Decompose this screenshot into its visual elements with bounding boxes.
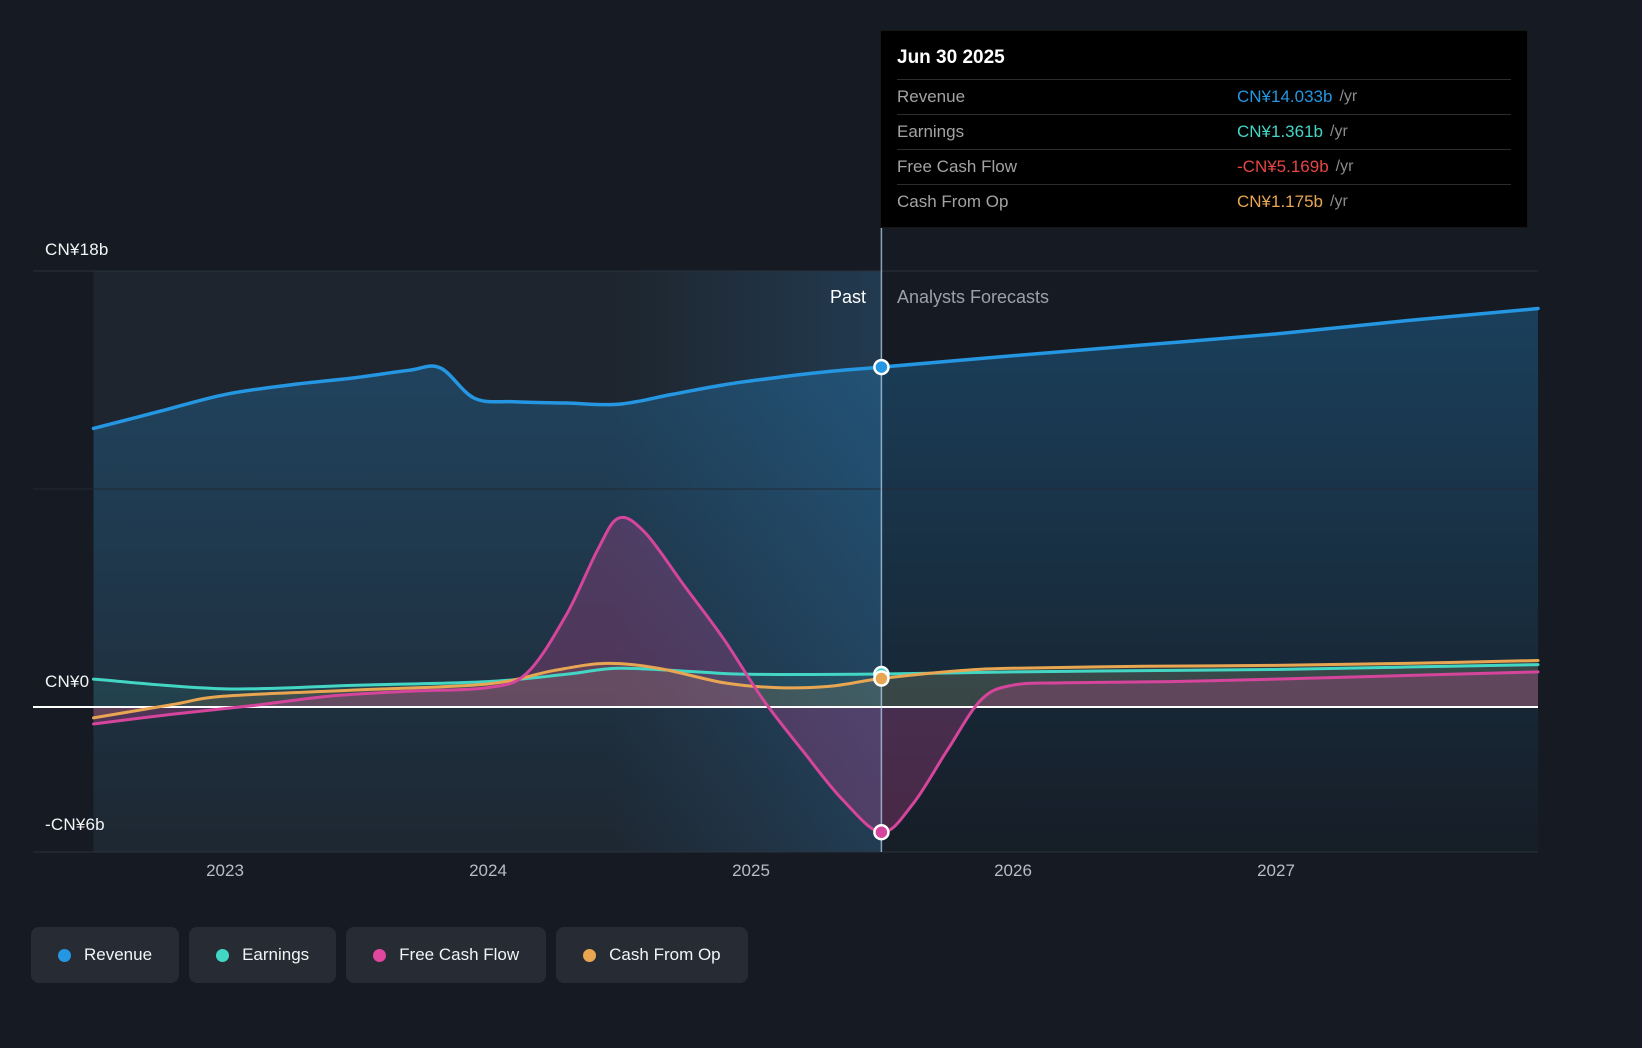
earnings-dot-icon [216,948,230,962]
revenue-dot-icon [58,948,71,962]
legend-item-earnings[interactable]: Earnings [189,927,337,983]
x-axis-label-2024: 2024 [469,861,507,880]
free-cash-flow-dot-icon [373,948,387,962]
legend-label: Cash From Op [609,945,721,964]
tooltip-value: CN¥14.033b [1237,87,1333,106]
chart-legend: Revenue Earnings Free Cash Flow Cash Fro… [31,927,748,983]
tooltip-label: Free Cash Flow [897,157,1017,176]
tooltip-row-revenue: Revenue CN¥14.033b /yr [897,79,1511,114]
legend-label: Free Cash Flow [399,945,520,964]
past-region-label: Past [829,287,866,307]
x-axis-label-2025: 2025 [732,861,770,880]
legend-label: Revenue [84,945,153,964]
legend-item-cash-from-op[interactable]: Cash From Op [556,927,748,983]
y-axis-label-top: CN¥18b [45,240,109,259]
tooltip-suffix: /yr [1335,158,1354,175]
legend-label: Earnings [242,945,310,964]
x-axis-label-2026: 2026 [994,861,1032,880]
y-axis-label-bottom: -CN¥6b [45,815,105,834]
tooltip-value: CN¥1.175b [1237,192,1324,211]
legend-item-free-cash-flow[interactable]: Free Cash Flow [346,927,547,983]
tooltip-label: Cash From Op [897,192,1009,211]
tooltip-label: Revenue [897,87,966,106]
tooltip-row-cash-from-op: Cash From Op CN¥1.175b /yr [897,184,1511,219]
tooltip-suffix: /yr [1330,193,1348,210]
chart-tooltip: Jun 30 2025 Revenue CN¥14.033b /yr Earni… [880,30,1528,228]
forecast-region-label: Analysts Forecasts [897,287,1050,307]
tooltip-value: CN¥1.361b [1237,122,1324,141]
tooltip-value: -CN¥5.169b [1237,157,1329,176]
cash-from-op-dot-icon [583,948,597,962]
y-axis-label-zero: CN¥0 [45,672,90,691]
tooltip-date: Jun 30 2025 [897,47,1005,68]
tooltip-row-free-cash-flow: Free Cash Flow -CN¥5.169b /yr [897,149,1511,184]
x-axis-label-2023: 2023 [206,861,244,880]
tooltip-suffix: /yr [1339,88,1358,105]
tooltip-suffix: /yr [1330,123,1348,140]
tooltip-label: Earnings [897,122,965,141]
x-axis-label-2027: 2027 [1257,861,1295,880]
legend-item-revenue[interactable]: Revenue [31,927,180,983]
tooltip-row-earnings: Earnings CN¥1.361b /yr [897,114,1511,149]
